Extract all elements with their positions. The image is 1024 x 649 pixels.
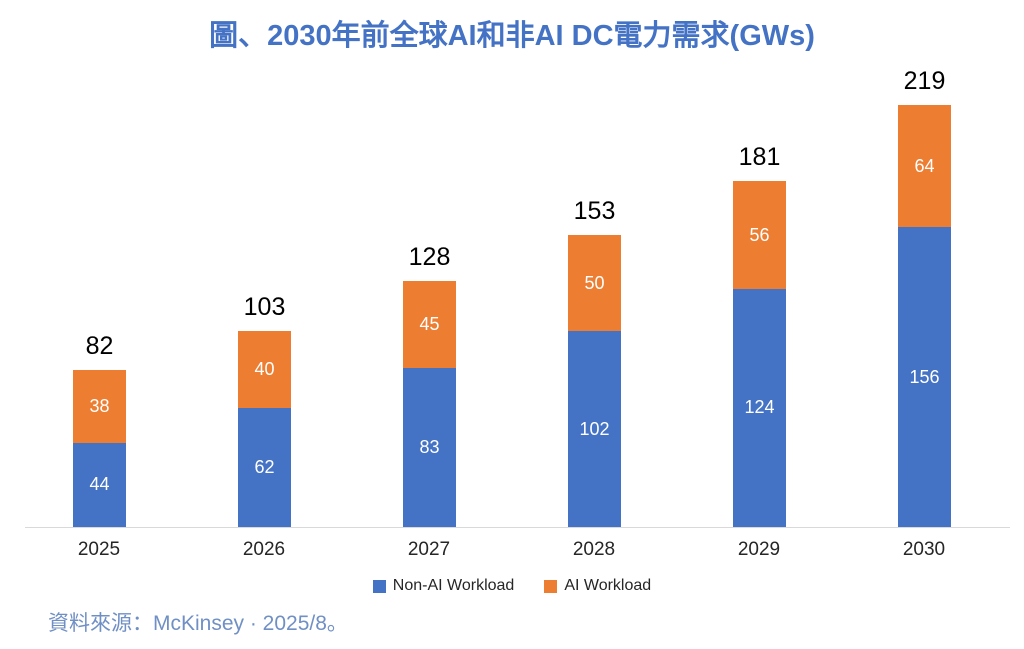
non-ai-workload-segment-2026: 62 [238,407,291,527]
non-ai-workload-segment-2028-value: 102 [579,418,610,439]
ai-workload-segment-2027: 45 [403,281,456,368]
non-ai-workload-segment-2029-value: 124 [744,397,775,418]
ai-workload-segment-2026: 40 [238,331,291,408]
non-ai-workload-segment-2025-value: 44 [89,474,110,495]
x-axis-label-2027: 2027 [407,539,451,560]
ai-workload-segment-2029-value: 56 [749,224,770,245]
bar-group-2028: 50 102 [568,235,621,527]
x-axis-label-2025: 2025 [77,539,121,560]
ai-workload-segment-2029: 56 [733,181,786,289]
non-ai-workload-segment-2029: 124 [733,288,786,527]
chart-legend: Non-AI Workload AI Workload [0,577,1024,595]
ai-workload-segment-2030: 64 [898,104,951,228]
x-axis-label-2030: 2030 [902,539,946,560]
total-label-2029: 181 [738,143,781,172]
ai-workload-segment-2030-value: 64 [914,155,935,176]
ai-workload-segment-2027-value: 45 [419,313,440,334]
legend-label-ai: AI Workload [564,577,652,594]
x-axis-label-2026: 2026 [242,539,286,560]
non-ai-workload-segment-2025: 44 [73,442,126,527]
legend-label-non-ai: Non-AI Workload [392,577,515,594]
ai-workload-segment-2028: 50 [568,235,621,332]
source-note: 資料來源：McKinsey · 2025/8。 [48,612,348,635]
non-ai-workload-segment-2030-value: 156 [909,366,940,387]
total-label-2025: 82 [85,331,114,360]
ai-workload-segment-2025-value: 38 [89,395,110,416]
non-ai-workload-segment-2028: 102 [568,331,621,527]
bar-group-2027: 45 83 [403,281,456,527]
total-label-2026: 103 [243,293,286,322]
ai-workload-segment-2025: 38 [73,369,126,443]
legend-item-non-ai: Non-AI Workload [372,577,515,595]
x-axis-line [25,527,1010,528]
legend-item-ai: AI Workload [544,577,651,595]
bar-group-2025: 38 44 [73,369,126,527]
legend-swatch-ai-icon [544,579,558,593]
x-axis-label-2029: 2029 [737,539,781,560]
total-label-2027: 128 [408,243,451,272]
ai-workload-segment-2026-value: 40 [254,359,275,380]
x-axis-label-2028: 2028 [572,539,616,560]
non-ai-workload-segment-2026-value: 62 [254,456,275,477]
non-ai-workload-segment-2027-value: 83 [419,436,440,457]
non-ai-workload-segment-2030: 156 [898,227,951,527]
ai-workload-segment-2028-value: 50 [584,272,605,293]
total-label-2028: 153 [573,197,616,226]
legend-swatch-non-ai-icon [372,579,386,593]
bar-group-2029: 56 124 [733,181,786,527]
total-label-2030: 219 [903,66,946,95]
bar-group-2030: 64 156 [898,104,951,527]
bar-group-2026: 40 62 [238,331,291,527]
chart-title: 圖、2030年前全球AI和非AI DC電力需求(GWs) [209,20,815,52]
non-ai-workload-segment-2027: 83 [403,367,456,527]
